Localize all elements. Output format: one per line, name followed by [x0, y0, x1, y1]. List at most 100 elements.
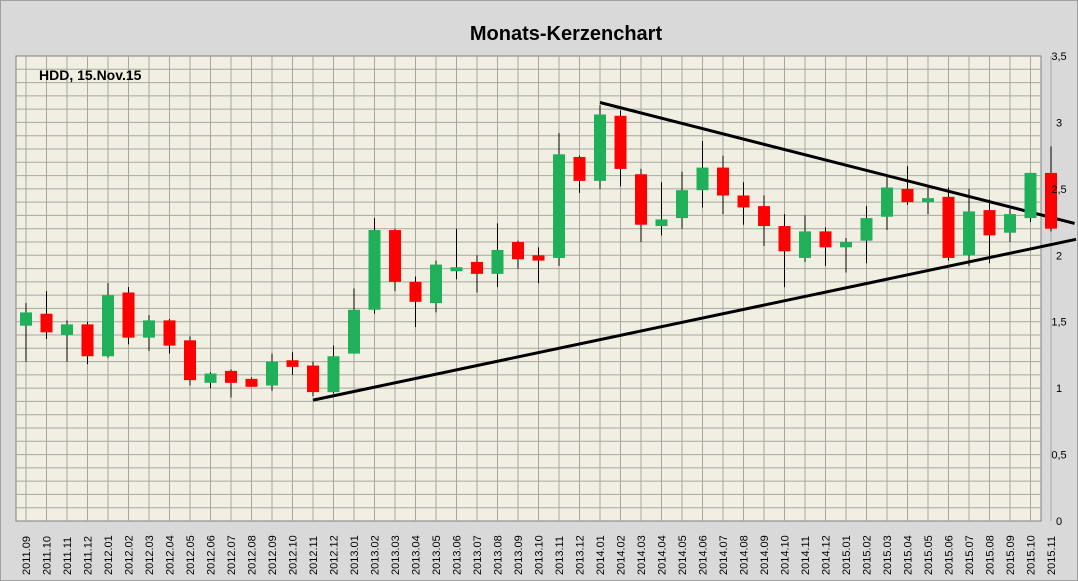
x-tick-label: 2015.10 [1026, 535, 1038, 575]
x-tick-label: 2015.05 [923, 535, 935, 575]
candle-body [368, 230, 381, 310]
candle [368, 218, 381, 314]
candle-body [307, 365, 319, 393]
candle [573, 155, 586, 193]
x-tick-label: 2011.09 [21, 536, 33, 575]
x-tick-label: 2013.02 [370, 535, 382, 575]
candle [594, 105, 606, 189]
candle-body [409, 281, 422, 302]
plot-area [15, 55, 1042, 522]
x-tick-label: 2015.04 [903, 535, 915, 575]
candle-body [327, 356, 340, 393]
y-tick-label: 0 [1056, 516, 1062, 528]
candle-body [450, 267, 463, 272]
x-tick-label: 2015.09 [1005, 535, 1017, 575]
candle [430, 260, 442, 313]
x-tick-label: 2014.12 [821, 535, 833, 575]
candle-body [245, 378, 258, 387]
candle-body [696, 167, 709, 191]
candle [1024, 172, 1037, 223]
candle [204, 372, 217, 389]
x-tick-label: 2014.02 [616, 535, 628, 575]
x-tick-label: 2012.12 [329, 535, 341, 575]
candle-body [737, 195, 750, 208]
x-tick-label: 2013.01 [349, 535, 361, 575]
candle [942, 187, 955, 261]
candle [532, 247, 545, 284]
y-tick-label: 3,5 [1051, 51, 1066, 63]
candle [286, 352, 299, 375]
candle [389, 228, 401, 292]
x-tick-label: 2013.06 [452, 535, 464, 575]
candle-body [40, 313, 53, 333]
candle [635, 168, 647, 242]
candle [901, 166, 914, 205]
candle [512, 240, 524, 269]
x-tick-label: 2012.07 [226, 535, 238, 575]
candle [143, 315, 155, 351]
candle [737, 182, 750, 225]
candle-body [614, 115, 627, 169]
x-axis-ticks: 2011.09 2011.10 2011.11 2011.12 2012.01 2012.… [21, 535, 1058, 575]
candle [327, 345, 340, 394]
candle [758, 195, 770, 246]
candle-body [553, 154, 565, 258]
x-tick-label: 2014.03 [636, 535, 648, 575]
candle [1045, 146, 1057, 232]
candle-body [963, 211, 975, 256]
candle-body [717, 167, 729, 196]
candle-body [983, 210, 996, 236]
x-tick-label: 2012.01 [103, 535, 115, 575]
x-tick-label: 2013.04 [411, 535, 423, 575]
candle [471, 255, 483, 293]
trendline [312, 237, 1077, 402]
candle-body [799, 231, 811, 258]
x-tick-label: 2013.10 [534, 535, 546, 575]
candle-body [163, 320, 176, 346]
candle-body [676, 190, 688, 219]
x-tick-label: 2014.05 [677, 535, 689, 575]
candle-body [184, 340, 196, 381]
x-tick-label: 2012.11 [308, 536, 320, 575]
x-tick-label: 2015.03 [882, 535, 894, 575]
candle [963, 188, 975, 266]
candle-body [61, 324, 73, 335]
candle [245, 377, 258, 387]
x-tick-label: 2013.08 [493, 535, 505, 575]
candle-body [1045, 172, 1057, 229]
candle-body [655, 219, 668, 227]
x-tick-label: 2013.03 [390, 535, 402, 575]
x-tick-label: 2011.12 [83, 536, 95, 575]
x-tick-label: 2012.03 [144, 535, 156, 575]
x-tick-label: 2013.11 [554, 536, 566, 575]
x-tick-label: 2014.09 [759, 535, 771, 575]
y-tick-label: 2 [1056, 250, 1062, 262]
candle-body [122, 292, 135, 338]
chart-title: Monats-Kerzenchart [470, 23, 663, 45]
x-tick-label: 2011.11 [62, 537, 74, 575]
candle [840, 238, 852, 273]
candle [102, 283, 114, 358]
candle [20, 303, 32, 362]
candle-body [840, 242, 852, 248]
x-tick-label: 2012.06 [206, 535, 218, 575]
x-tick-label: 2012.04 [165, 535, 177, 575]
y-axis-ticks: 0 0,5 1 1,5 2 2,5 3 3,5 [1051, 51, 1066, 528]
x-tick-label: 2013.09 [513, 535, 525, 575]
candle-body [1024, 172, 1037, 219]
candle [614, 110, 627, 187]
x-tick-label: 2014.08 [739, 535, 751, 575]
candle [676, 171, 688, 229]
candle-body [102, 295, 114, 357]
candle [1004, 208, 1016, 242]
x-tick-label: 2014.01 [595, 535, 607, 575]
candle-body [143, 320, 155, 338]
x-tick-label: 2012.02 [124, 535, 136, 575]
candle [409, 276, 422, 328]
candle-body [430, 264, 442, 304]
candle [491, 223, 504, 288]
x-tick-label: 2013.12 [575, 535, 587, 575]
candle-body [20, 312, 32, 326]
y-tick-label: 2,5 [1051, 184, 1066, 196]
candle-body [389, 230, 401, 282]
